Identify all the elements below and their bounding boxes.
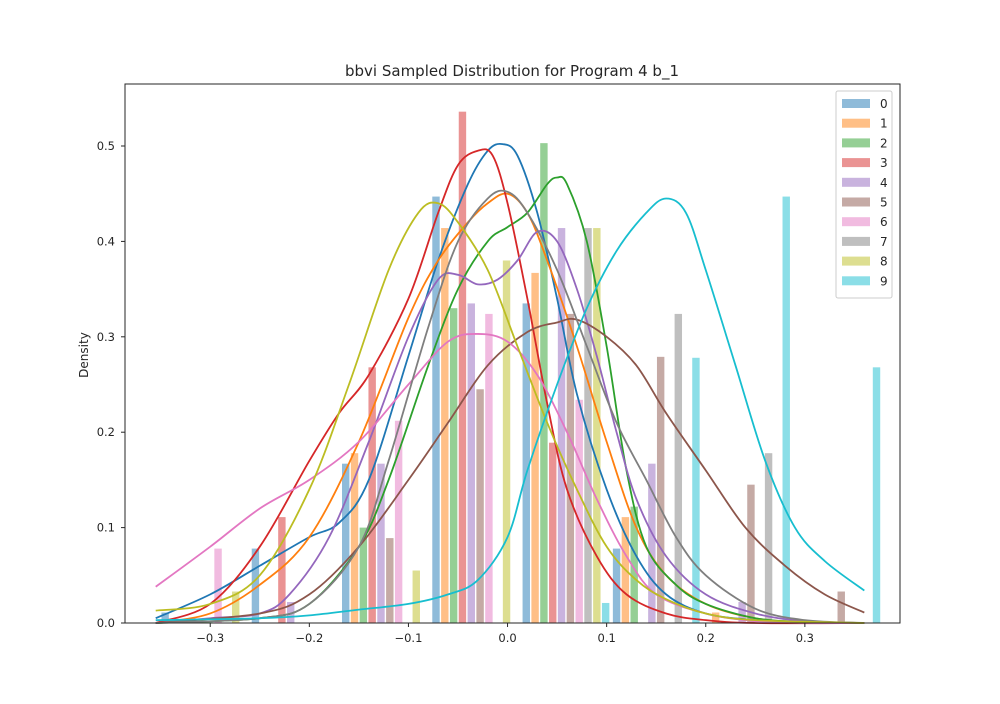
bar-series-4-bin-1 bbox=[287, 602, 295, 623]
bar-series-0-bin-3 bbox=[432, 196, 440, 623]
kde-line-series-3 bbox=[155, 148, 865, 625]
legend-label-9: 9 bbox=[880, 274, 888, 288]
bar-series-3-bin-2 bbox=[368, 367, 376, 623]
y-tick-label: 0.0 bbox=[97, 616, 115, 630]
bar-series-0-bin-4 bbox=[522, 303, 530, 623]
y-tick-label: 0.1 bbox=[97, 521, 115, 535]
bar-series-8-bin-2 bbox=[412, 570, 420, 623]
x-tick-label: 0.3 bbox=[796, 631, 814, 645]
bar-series-8-bin-3 bbox=[502, 260, 511, 623]
bar-series-4-bin-6 bbox=[738, 602, 746, 623]
legend-label-1: 1 bbox=[880, 117, 888, 131]
bar-series-3-bin-4 bbox=[549, 442, 557, 623]
legend-label-7: 7 bbox=[880, 235, 888, 249]
bar-series-5-bin-7 bbox=[837, 591, 845, 623]
kde-line-series-5 bbox=[155, 317, 865, 624]
x-tick-label: −0.3 bbox=[196, 631, 224, 645]
legend-label-0: 0 bbox=[880, 97, 888, 111]
bar-series-6-bin-4 bbox=[575, 399, 583, 623]
legend-label-3: 3 bbox=[880, 156, 888, 170]
axes-layer: −0.3 −0.2 −0.1 0.0 0.1 0.2 0.3 0.0 0.1 0.2 0.3 0.4 0… bbox=[97, 83, 901, 645]
bar-series-4-bin-3 bbox=[467, 303, 475, 623]
bar-series-7-bin-5 bbox=[674, 313, 683, 623]
legend-swatch-3 bbox=[842, 158, 870, 168]
legend: 0 1 2 3 4 5 6 7 8 9 bbox=[835, 90, 893, 299]
bar-series-4-bin-4 bbox=[557, 228, 566, 624]
bar-series-3-bin-3 bbox=[458, 111, 467, 624]
bar-series-7-bin-4 bbox=[584, 228, 592, 624]
y-tick-label: 0.5 bbox=[97, 139, 115, 153]
bar-series-4-bin-2 bbox=[377, 463, 385, 623]
y-axis-label: Density bbox=[77, 332, 91, 378]
legend-swatch-6 bbox=[842, 217, 870, 227]
bar-series-2-bin-5 bbox=[630, 506, 638, 623]
bar-series-6-bin-2 bbox=[394, 420, 403, 623]
bar-series-9-bin-4 bbox=[601, 602, 610, 623]
bar-series-5-bin-5 bbox=[656, 356, 665, 623]
bar-series-5-bin-6 bbox=[747, 484, 755, 623]
plot-frame bbox=[124, 83, 901, 624]
legend-swatch-8 bbox=[842, 256, 870, 266]
legend-label-6: 6 bbox=[880, 215, 888, 229]
bar-series-0-bin-0 bbox=[161, 612, 169, 623]
legend-label-8: 8 bbox=[880, 255, 888, 269]
bar-series-6-bin-0 bbox=[214, 548, 222, 623]
legend-swatch-1 bbox=[842, 118, 870, 128]
x-tick-label: −0.2 bbox=[295, 631, 323, 645]
kde-line-series-8 bbox=[155, 201, 865, 624]
kde-line-series-2 bbox=[155, 175, 865, 624]
bar-series-0-bin-1 bbox=[251, 548, 260, 623]
kde-line-series-7 bbox=[155, 189, 865, 624]
bar-series-5-bin-3 bbox=[476, 389, 484, 623]
bar-series-1-bin-3 bbox=[441, 228, 449, 624]
bar-series-0-bin-2 bbox=[342, 463, 350, 623]
legend-swatch-2 bbox=[842, 138, 870, 148]
x-tick-label: −0.1 bbox=[394, 631, 422, 645]
x-tick-label: 0.0 bbox=[498, 631, 516, 645]
bar-series-8-bin-4 bbox=[593, 228, 601, 624]
legend-swatch-0 bbox=[842, 99, 870, 108]
bar-series-1-bin-6 bbox=[711, 612, 720, 623]
kde-line-series-4 bbox=[155, 229, 865, 624]
chart-title: bbvi Sampled Distribution for Program 4 … bbox=[345, 62, 679, 81]
bar-series-2-bin-2 bbox=[359, 527, 368, 623]
bar-series-6-bin-3 bbox=[485, 313, 493, 623]
bar-series-1-bin-2 bbox=[350, 453, 359, 623]
bar-series-9-bin-7 bbox=[872, 367, 881, 623]
legend-label-5: 5 bbox=[880, 196, 888, 210]
y-tick-label: 0.2 bbox=[97, 425, 115, 439]
legend-swatch-4 bbox=[842, 177, 870, 187]
bar-series-5-bin-4 bbox=[566, 313, 575, 623]
bar-series-4-bin-5 bbox=[648, 463, 656, 623]
y-tick-label: 0.3 bbox=[97, 330, 115, 344]
legend-label-2: 2 bbox=[880, 136, 888, 150]
bar-series-3-bin-1 bbox=[278, 517, 286, 623]
legend-label-4: 4 bbox=[880, 176, 888, 190]
x-tick-label: 0.1 bbox=[598, 631, 616, 645]
kde-layer bbox=[155, 142, 865, 625]
bar-series-9-bin-6 bbox=[782, 196, 790, 623]
bar-series-7-bin-6 bbox=[764, 453, 773, 623]
kde-line-series-9 bbox=[155, 197, 865, 622]
bar-series-5-bin-2 bbox=[386, 538, 394, 623]
bars-layer bbox=[161, 111, 881, 624]
bar-series-8-bin-0 bbox=[232, 591, 240, 623]
y-tick-label: 0.4 bbox=[97, 234, 115, 248]
bar-series-2-bin-3 bbox=[449, 308, 458, 623]
bar-series-9-bin-5 bbox=[692, 357, 700, 623]
x-tick-label: 0.2 bbox=[697, 631, 715, 645]
legend-swatch-9 bbox=[842, 276, 870, 286]
legend-swatch-5 bbox=[842, 197, 870, 207]
legend-swatch-7 bbox=[842, 236, 870, 246]
